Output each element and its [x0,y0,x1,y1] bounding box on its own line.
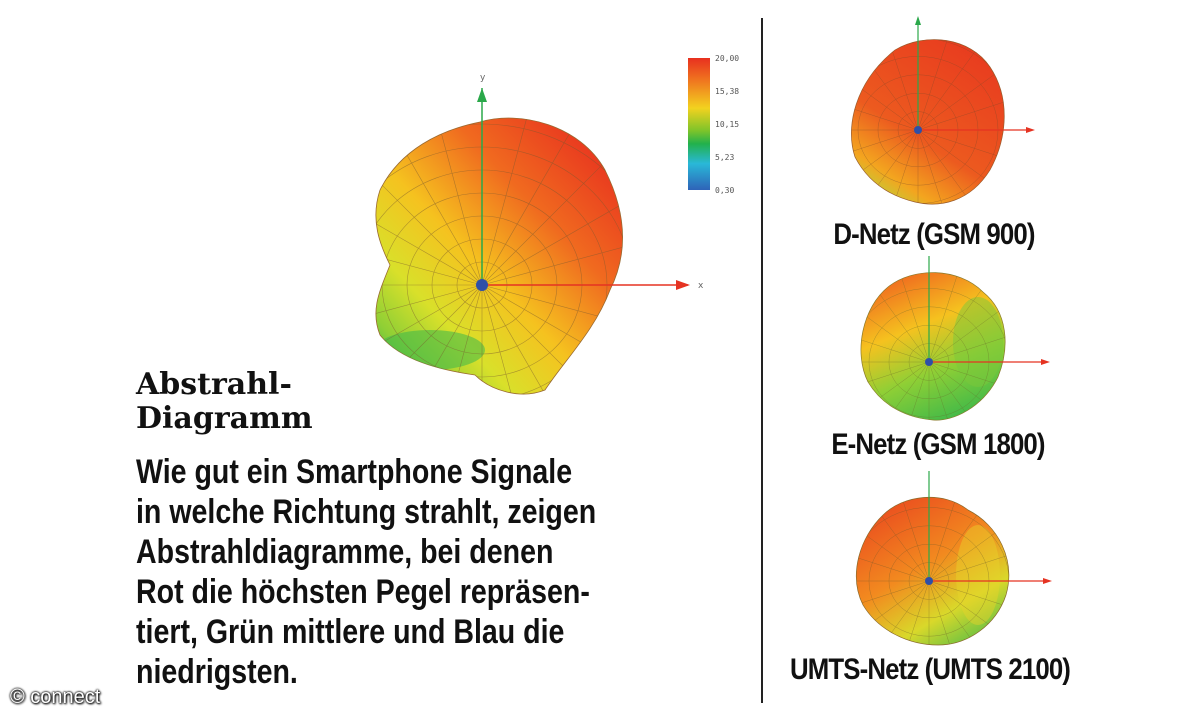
mesh-spoke [851,129,919,171]
d-netz-x-arrow [1026,127,1035,133]
umts-netz-radiation-shape [856,496,1010,646]
description-line: Abstrahldiagramme, bei denen [136,533,554,571]
mesh-spoke [888,272,930,363]
mesh-spoke [888,497,930,582]
mesh-spoke [375,170,483,286]
mesh-spoke [928,580,1009,646]
umts-netz-origin [925,577,933,585]
title-line-1: Abstrahl- [136,367,292,402]
mesh-spoke [481,284,623,395]
mesh-spoke [856,580,930,622]
umts-netz-label: UMTS-Netz (UMTS 2100) [789,653,1071,686]
mesh-spoke [481,170,623,286]
mesh-spoke [481,225,623,286]
color-scale-legend: 20,00 15,38 10,15 5,23 0,30 [685,52,755,202]
mesh-spoke [860,285,930,363]
mesh-spoke [375,284,483,345]
mesh-spoke [856,504,930,582]
mesh-spoke [422,118,483,286]
mesh-spoke [860,321,930,363]
mesh-spoke [481,118,542,286]
mesh-spoke [375,123,483,286]
mesh-spoke [422,284,483,395]
mesh-spoke [856,497,930,582]
legend-tick-high: 15,38 [715,87,740,96]
main-radiation-shape [375,117,623,395]
e-netz-origin [925,358,933,366]
mesh-spoke [928,361,970,421]
mesh-spoke [917,89,1005,131]
mesh-spoke [851,89,919,131]
mesh-spoke [481,284,597,395]
description-line: niedrigsten. [136,653,298,691]
mesh-spoke [917,129,1005,171]
mesh-spoke [481,284,623,345]
description-line: tiert, Grün mittlere und Blau die [136,613,565,651]
mesh-spoke [481,284,623,395]
x-axis-arrow [676,280,690,290]
mesh-spoke [917,53,1005,131]
copyright-notice: © connect [10,686,101,708]
mesh-spoke [917,129,959,205]
mesh-spoke [856,540,930,582]
mesh-spoke [851,129,919,205]
e-netz-x-arrow [1041,359,1050,365]
mesh-spoke [888,361,930,421]
description-line: Rot die höchsten Pegel repräsen- [136,573,590,611]
mesh-spoke [928,580,1006,646]
d-netz-radiation-shape [851,39,1005,205]
x-axis-label: x [698,281,704,291]
mesh-spoke [917,129,995,205]
d-netz-y-arrow [915,16,921,25]
e-netz-radiation-diagram [860,256,1050,421]
mesh-spoke [928,580,970,646]
color-scale-bar [688,58,710,190]
e-netz-label: E-Netz (GSM 1800) [831,428,1045,461]
mesh-spoke [928,580,1009,622]
d-netz-label: D-Netz (GSM 900) [833,218,1035,251]
mesh-spoke [851,129,919,205]
description-line: Wie gut ein Smartphone Signale [136,453,573,491]
mesh-spoke [928,504,1009,582]
mesh-spoke [928,540,1009,582]
umts-netz-radiation-diagram [856,471,1052,646]
title-line-2: Diagramm [136,401,313,436]
mesh-spoke [877,129,919,205]
mesh-spoke [928,272,970,363]
umts-netz-x-arrow [1043,578,1052,584]
y-axis-label: y [480,73,486,83]
mesh-spoke [481,284,542,395]
d-netz-radiation-diagram [851,16,1035,205]
origin-point [476,279,488,291]
mesh-spoke [928,497,1006,582]
main-radiation-diagram: y x [375,73,704,395]
d-netz-origin [914,126,922,134]
mesh-spoke [928,361,1006,403]
mesh-spoke [917,39,959,131]
legend-tick-low: 5,23 [715,153,735,162]
mesh-spoke [928,497,970,582]
mesh-spoke [928,321,1006,363]
mesh-spoke [856,580,930,646]
legend-tick-mid: 10,15 [715,120,740,129]
mesh-spoke [877,39,919,131]
legend-tick-min: 0,30 [715,186,735,195]
y-axis-arrow [477,88,487,102]
vertical-divider [761,18,763,703]
mesh-spoke [375,225,483,286]
description-text: Wie gut ein Smartphone Signale in welche… [136,452,674,692]
description-line: in welche Richtung strahlt, zeigen [136,493,597,531]
diagram-title: Abstrahl- Diagramm [136,368,313,436]
mesh-spoke [851,53,919,131]
mesh-spoke [917,129,1005,205]
mesh-spoke [928,285,1006,363]
legend-tick-max: 20,00 [715,54,740,63]
